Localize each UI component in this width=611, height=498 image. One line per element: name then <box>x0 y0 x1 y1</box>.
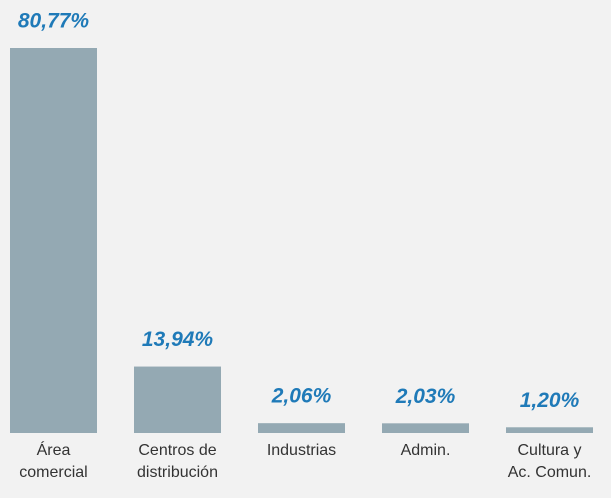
category-label: distribución <box>137 464 218 481</box>
bar <box>134 366 221 433</box>
category-label: Ac. Comun. <box>508 464 592 481</box>
bar <box>258 423 345 433</box>
category-label: Cultura y <box>517 442 581 459</box>
bar <box>10 48 97 433</box>
bar <box>506 427 593 433</box>
value-label: 13,94% <box>142 328 214 351</box>
category-label: Industrias <box>267 442 336 459</box>
category-label: Admin. <box>401 442 451 459</box>
category-label: comercial <box>19 464 87 481</box>
bar <box>382 423 469 433</box>
value-label: 2,03% <box>395 385 456 408</box>
value-label: 2,06% <box>271 385 332 408</box>
value-label: 80,77% <box>18 10 90 33</box>
value-label: 1,20% <box>520 389 580 412</box>
category-label: Centros de <box>138 442 216 459</box>
category-label: Área <box>37 440 71 459</box>
